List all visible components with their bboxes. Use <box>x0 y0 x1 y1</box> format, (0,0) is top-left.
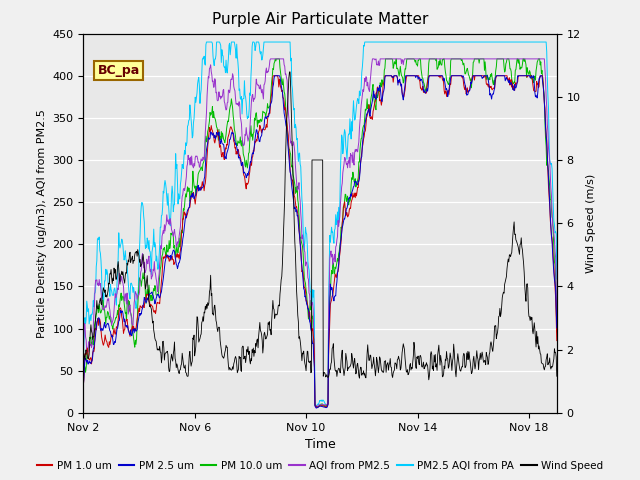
Y-axis label: Particle Density (ug/m3), AQI from PM2.5: Particle Density (ug/m3), AQI from PM2.5 <box>36 109 47 337</box>
Legend: PM 1.0 um, PM 2.5 um, PM 10.0 um, AQI from PM2.5, PM2.5 AQI from PA, Wind Speed: PM 1.0 um, PM 2.5 um, PM 10.0 um, AQI fr… <box>33 456 607 475</box>
X-axis label: Time: Time <box>305 438 335 451</box>
Text: Purple Air Particulate Matter: Purple Air Particulate Matter <box>212 12 428 27</box>
Y-axis label: Wind Speed (m/s): Wind Speed (m/s) <box>586 174 596 273</box>
Text: BC_pa: BC_pa <box>97 64 140 77</box>
